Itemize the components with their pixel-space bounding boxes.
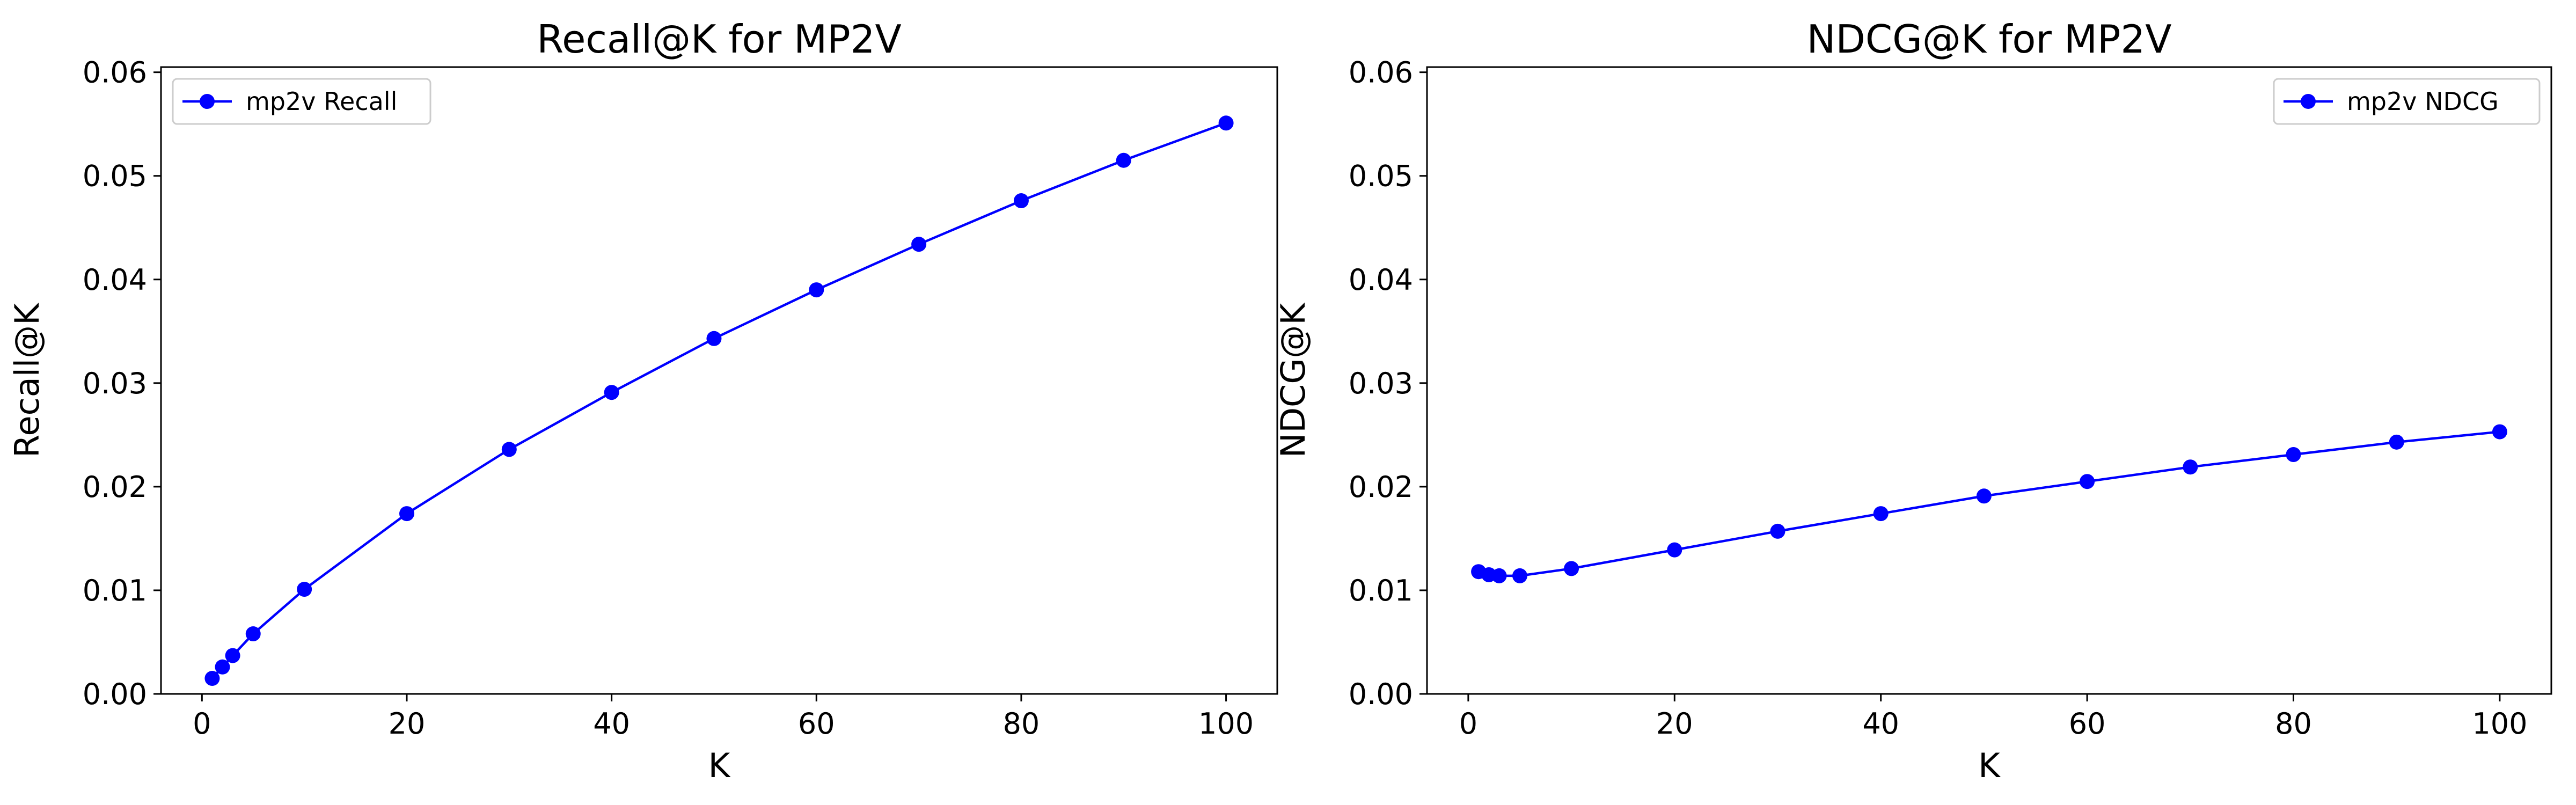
recall-plot-frame bbox=[160, 66, 1278, 695]
ndcg-legend-box bbox=[2273, 78, 2541, 125]
ndcg-x-axis-label: K bbox=[1978, 746, 2001, 785]
ndcg-legend-marker bbox=[2301, 94, 2316, 109]
ndcg-data-point bbox=[1667, 542, 1682, 558]
recall-x-tick-label: 0 bbox=[193, 707, 211, 741]
recall-y-tick-label: 0.03 bbox=[83, 367, 147, 400]
ndcg-data-point bbox=[1976, 488, 1992, 504]
recall-chart-panel: 0 20 40 60 80 100 0.00 0.01 0.02 0.03 0.04 0.05 0.06… bbox=[8, 17, 1278, 785]
recall-y-axis-label: Recall@K bbox=[8, 303, 47, 458]
recall-data-point bbox=[215, 659, 230, 675]
ndcg-y-tick-label: 0.05 bbox=[1349, 159, 1413, 193]
recall-data-point bbox=[245, 626, 261, 642]
recall-x-tick-label: 100 bbox=[1198, 707, 1254, 741]
ndcg-y-tick-label: 0.06 bbox=[1349, 56, 1413, 90]
recall-x-tick-label: 60 bbox=[798, 707, 835, 741]
ndcg-x-tick-label: 20 bbox=[1656, 707, 1693, 741]
ndcg-data-point bbox=[1873, 506, 1889, 522]
ndcg-data-point bbox=[2492, 424, 2507, 440]
ndcg-x-tick-label: 0 bbox=[1459, 707, 1477, 741]
recall-data-point bbox=[1116, 152, 1131, 168]
ndcg-x-tick-label: 100 bbox=[2472, 707, 2527, 741]
ndcg-x-tick-label: 80 bbox=[2275, 707, 2312, 741]
ndcg-y-axis-label: NDCG@K bbox=[1274, 303, 1313, 458]
recall-y-tick-label: 0.05 bbox=[83, 159, 147, 193]
ndcg-data-point bbox=[2183, 459, 2198, 475]
recall-data-point bbox=[297, 582, 312, 597]
recall-data-point bbox=[399, 506, 414, 522]
ndcg-data-point bbox=[1512, 568, 1527, 583]
ndcg-chart-panel: 0 20 40 60 80 100 0.00 0.01 0.02 0.03 0.04 0.05 0.06… bbox=[1274, 17, 2552, 785]
recall-x-tick-label: 20 bbox=[389, 707, 426, 741]
recall-data-point bbox=[1218, 115, 1234, 131]
ndcg-data-point bbox=[1564, 561, 1579, 576]
ndcg-y-tick-label: 0.04 bbox=[1349, 263, 1413, 297]
recall-y-tick-label: 0.06 bbox=[83, 56, 147, 90]
recall-x-axis-label: K bbox=[708, 746, 731, 785]
recall-y-tick-label: 0.02 bbox=[83, 470, 147, 504]
recall-y-tick-label: 0.04 bbox=[83, 263, 147, 297]
ndcg-data-point bbox=[2286, 447, 2301, 463]
recall-x-tick-label: 40 bbox=[593, 707, 630, 741]
recall-data-point bbox=[911, 237, 927, 252]
ndcg-plot-frame bbox=[1426, 66, 2552, 695]
recall-x-tick-label: 80 bbox=[1003, 707, 1040, 741]
recall-legend-label: mp2v Recall bbox=[246, 87, 397, 116]
recall-legend-box bbox=[172, 78, 431, 125]
recall-chart-title: Recall@K for MP2V bbox=[537, 17, 901, 62]
ndcg-y-tick-label: 0.00 bbox=[1349, 677, 1413, 711]
ndcg-data-point bbox=[2080, 474, 2095, 489]
recall-data-point bbox=[501, 442, 517, 457]
ndcg-x-tick-label: 40 bbox=[1862, 707, 1899, 741]
recall-legend-marker bbox=[200, 94, 215, 109]
recall-y-tick-label: 0.00 bbox=[83, 677, 147, 711]
recall-data-point bbox=[809, 282, 824, 298]
ndcg-data-point bbox=[2389, 434, 2404, 450]
ndcg-x-tick-label: 60 bbox=[2069, 707, 2106, 741]
ndcg-y-tick-label: 0.02 bbox=[1349, 470, 1413, 504]
ndcg-chart-title: NDCG@K for MP2V bbox=[1807, 17, 2172, 62]
ndcg-y-tick-label: 0.03 bbox=[1349, 367, 1413, 400]
recall-data-point bbox=[204, 671, 220, 686]
ndcg-data-point bbox=[1491, 568, 1507, 583]
ndcg-data-point bbox=[1770, 523, 1785, 539]
recall-data-point bbox=[706, 331, 722, 346]
recall-data-point bbox=[225, 648, 240, 663]
ndcg-y-tick-label: 0.01 bbox=[1349, 574, 1413, 608]
ndcg-legend-label: mp2v NDCG bbox=[2347, 87, 2499, 116]
recall-data-point bbox=[1013, 193, 1029, 209]
recall-y-tick-label: 0.01 bbox=[83, 574, 147, 608]
recall-data-point bbox=[604, 385, 619, 400]
